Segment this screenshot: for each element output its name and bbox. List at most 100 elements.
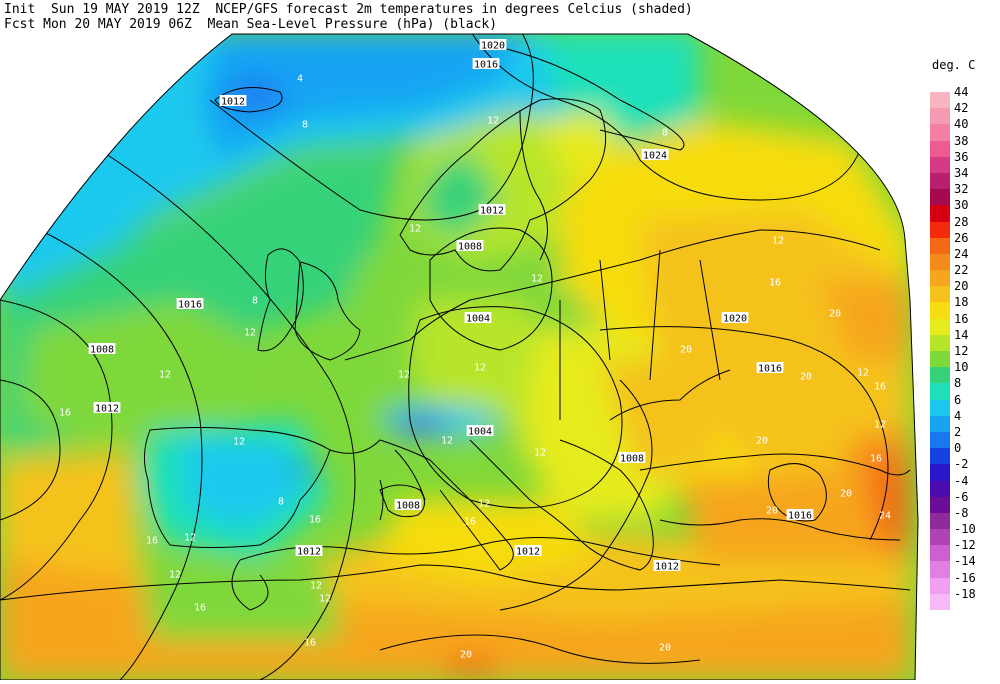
isobar-label-text: 1012 [480,206,504,217]
temperature-label-text: 8 [662,128,668,139]
temperature-label-text: 12 [534,448,546,459]
isobar-label-text: 1004 [466,314,490,325]
legend-label: -12 [954,538,976,553]
temperature-label-text: 20 [756,436,768,447]
legend-swatch [930,302,950,319]
legend-label: -6 [954,489,969,504]
legend-swatch [930,140,950,157]
legend-swatch [930,383,950,400]
isobar-label: 1012 [514,545,542,558]
isobar-labels: 1020 1016 1012 1024 1012 1008 1016 1004 1020 1008… [88,39,814,573]
temperature-label: 16 [146,536,158,547]
temperature-label: 8 [302,120,308,131]
temperature-label: 16 [464,517,476,528]
temperature-label-text: 12 [244,328,256,339]
temperature-label: 12 [310,581,322,592]
legend-label: 26 [954,230,969,245]
legend-swatch [930,593,950,610]
legend-label: 28 [954,214,969,229]
temperature-label-text: 12 [310,581,322,592]
temperature-label-text: 8 [278,497,284,508]
temperature-label-text: 12 [233,437,245,448]
isobar-label: 1016 [786,509,814,522]
legend-label: 8 [954,376,962,391]
isobar-label: 1020 [479,39,507,52]
legend-label: 22 [954,263,969,278]
temperature-label-text: 16 [874,382,886,393]
temperature-label-text: 20 [659,643,671,654]
header-init-line: Init Sun 19 MAY 2019 12Z NCEP/GFS foreca… [4,2,693,17]
temperature-label-text: 12 [857,368,869,379]
temperature-label: 12 [487,116,499,127]
isobar-label-text: 1008 [90,345,114,356]
temperature-label: 12 [441,436,453,447]
temperature-label: 8 [662,128,668,139]
isobar-label-text: 1012 [297,547,321,558]
legend-label: 44 [954,85,969,99]
isobar-label: 1016 [176,298,204,311]
temperature-label: 16 [769,278,781,289]
temperature-label-text: 20 [460,650,472,661]
legend-swatch [930,237,950,254]
isobar-label-text: 1012 [221,97,245,108]
legend-swatch [930,480,950,497]
temperature-label-text: 20 [680,345,692,356]
temperature-label-text: 8 [302,120,308,131]
temperature-label: 12 [184,533,196,544]
isobar-label-text: 1008 [620,454,644,465]
legend-swatch [930,351,950,368]
isobar-label: 1020 [721,312,749,325]
temperature-label: 16 [870,454,882,465]
legend-label: 0 [954,441,962,456]
temperature-label-text: 16 [309,515,321,526]
temperature-label: 8 [252,296,258,307]
isobar-label: 1012 [295,545,323,558]
isobar-label: 1008 [456,240,484,253]
coastlines [0,87,911,601]
temperature-label: 12 [409,224,421,235]
legend-label: 40 [954,117,969,132]
legend-swatch [930,286,950,303]
temperature-label: 16 [194,603,206,614]
temperature-label-text: 16 [870,454,882,465]
temperature-label: 20 [829,309,841,320]
legend-swatch [930,156,950,173]
temperature-label: 20 [766,506,778,517]
temperature-label: 12 [478,499,490,510]
map-frame [0,33,919,681]
legend-swatch [930,189,950,206]
isobar-label: 1012 [653,560,681,573]
temperature-label: 20 [840,489,852,500]
temperature-label-text: 16 [59,408,71,419]
legend-label: 32 [954,182,969,197]
temperature-label: 16 [309,515,321,526]
legend-swatch [930,415,950,432]
temperature-label-text: 12 [474,363,486,374]
legend-label: 30 [954,198,969,213]
legend-label: 18 [954,295,969,310]
legend-label: 34 [954,165,969,180]
temperature-label-text: 16 [194,603,206,614]
legend-label: 10 [954,360,969,375]
legend-swatch [930,221,950,238]
temperature-label: 12 [244,328,256,339]
legend-label: -16 [954,570,976,585]
temperature-label: 12 [857,368,869,379]
temperature-label: 16 [874,382,886,393]
isobar-label-text: 1016 [788,511,812,522]
isobar-label: 1012 [478,204,506,217]
temperature-label-text: 24 [879,511,891,522]
legend-label: 20 [954,279,969,294]
isobar-label-text: 1024 [643,151,667,162]
legend-label: 2 [954,424,962,439]
temperature-label: 20 [800,372,812,383]
header-forecast-line: Fcst Mon 20 MAY 2019 06Z Mean Sea-Level … [4,17,498,32]
legend-swatch [930,205,950,222]
isobar-label: 1016 [756,362,784,375]
temperature-label-text: 12 [169,570,181,581]
temperature-label-text: 16 [304,638,316,649]
temperature-label: 20 [659,643,671,654]
legend-swatch [930,496,950,513]
legend-swatch [930,270,950,287]
